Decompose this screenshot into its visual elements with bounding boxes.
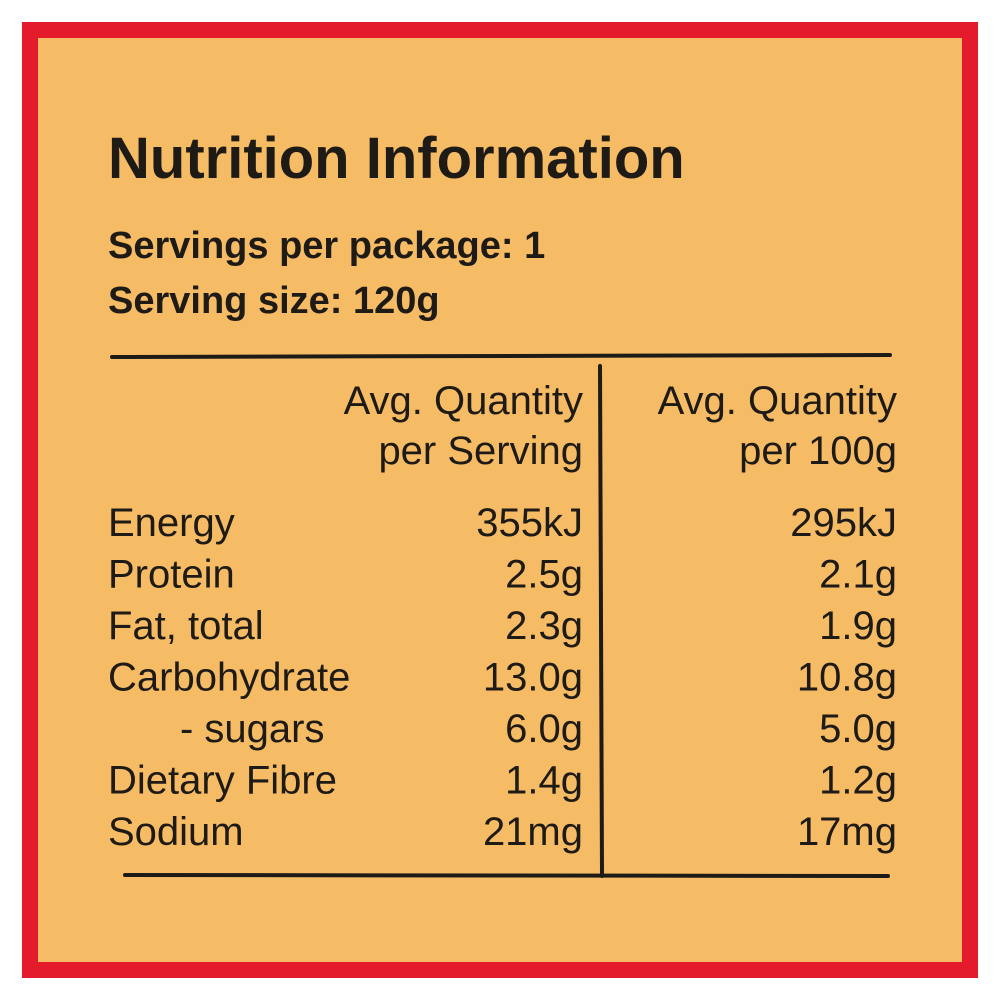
column-header: per 100g bbox=[739, 429, 897, 473]
serving-size: Serving size: 120g bbox=[108, 280, 440, 322]
per-serving: 1.4g bbox=[505, 759, 583, 803]
top-rule bbox=[110, 353, 892, 359]
table: Avg. Quantity per Serving Avg. Quantity per… bbox=[108, 379, 897, 854]
per-serving: 21mg bbox=[483, 810, 583, 854]
column-header: per Serving bbox=[378, 429, 583, 473]
per-100g: 10.8g bbox=[797, 656, 897, 700]
row-label: - sugars bbox=[180, 707, 325, 751]
per-100g: 17mg bbox=[797, 810, 897, 854]
per-100g: 2.1g bbox=[819, 553, 897, 597]
row-label: Fat, total bbox=[108, 604, 264, 648]
bottom-rule bbox=[123, 873, 890, 878]
per-serving: 13.0g bbox=[483, 656, 583, 700]
row-label: Dietary Fibre bbox=[108, 759, 337, 803]
row-label: Sodium bbox=[108, 810, 244, 854]
per-serving: 2.5g bbox=[505, 553, 583, 597]
per-100g: 5.0g bbox=[819, 707, 897, 751]
per-100g: 295kJ bbox=[790, 501, 897, 545]
title: Nutrition Information bbox=[108, 126, 685, 191]
per-serving: 355kJ bbox=[476, 501, 583, 545]
per-serving: 6.0g bbox=[505, 707, 583, 751]
column-header: Avg. Quantity bbox=[344, 379, 583, 423]
row-label: Protein bbox=[108, 553, 235, 597]
row-label: Energy bbox=[108, 501, 235, 545]
servings-per-package: Servings per package: 1 bbox=[108, 225, 545, 267]
panel bbox=[38, 38, 962, 962]
column-header: Avg. Quantity bbox=[658, 379, 897, 423]
per-100g: 1.2g bbox=[819, 759, 897, 803]
column-rule bbox=[598, 364, 604, 878]
per-serving: 2.3g bbox=[505, 604, 583, 648]
row-label: Carbohydrate bbox=[108, 656, 350, 700]
per-100g: 1.9g bbox=[819, 604, 897, 648]
